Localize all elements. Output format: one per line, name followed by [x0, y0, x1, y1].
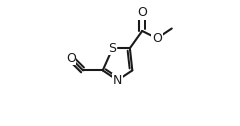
Text: O: O: [66, 52, 76, 65]
Text: O: O: [152, 32, 162, 45]
Text: S: S: [109, 42, 117, 55]
Text: N: N: [113, 74, 122, 87]
Text: O: O: [137, 6, 147, 19]
